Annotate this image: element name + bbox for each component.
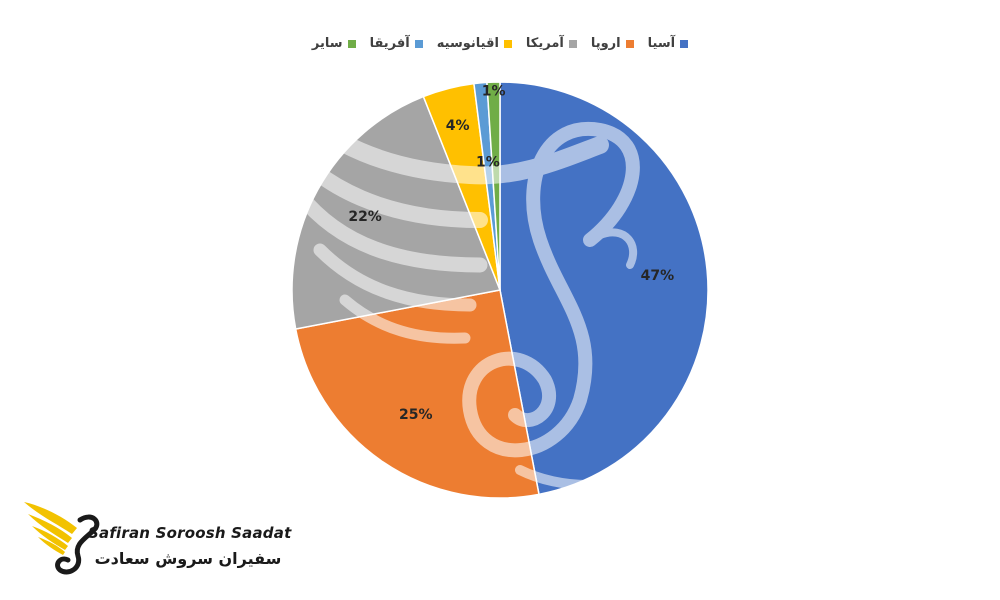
pie-value-label: 25% xyxy=(399,407,433,423)
legend-swatch xyxy=(503,39,512,48)
legend-label: آسیا xyxy=(647,36,676,51)
legend-item: اروپا xyxy=(591,36,634,51)
legend-item: آفریقا xyxy=(370,36,423,51)
legend-item: اقیانوسیه xyxy=(437,36,512,51)
logo: Safiran Soroosh Saadat سفیران سروش سعادت xyxy=(22,494,291,580)
legend-swatch xyxy=(680,39,689,48)
legend-label: آفریقا xyxy=(369,36,410,51)
legend-label: اقیانوسیه xyxy=(436,36,499,51)
logo-text-english: Safiran Soroosh Saadat xyxy=(88,524,292,542)
legend-item: آمریکا xyxy=(526,36,577,51)
legend-swatch xyxy=(568,39,577,48)
swan-wing-watermark xyxy=(256,61,645,490)
legend-label: آمریکا xyxy=(525,36,564,51)
pie-value-labels: 47% 25% 22% 4% 1% 1% xyxy=(348,83,675,423)
legend-label: سایر xyxy=(311,36,343,51)
pie-slice xyxy=(294,289,540,499)
logo-text-persian: سفیران سروش سعادت xyxy=(94,549,282,568)
pie-value-label: 1% xyxy=(476,155,500,171)
legend-item: سایر xyxy=(312,36,356,51)
swan-wing-logo-icon xyxy=(24,502,100,575)
pie-value-label: 47% xyxy=(641,268,675,284)
legend-swatch xyxy=(625,39,634,48)
legend-swatch xyxy=(414,39,423,48)
pie-value-label: 1% xyxy=(482,83,506,99)
pie-slice xyxy=(486,81,501,291)
legend-swatch xyxy=(347,39,356,48)
legend-item: آسیا xyxy=(647,36,689,51)
legend-label: اروپا xyxy=(590,36,621,51)
pie-value-label: 22% xyxy=(348,209,382,225)
chart-legend: آسیا اروپا آمریکا اقیانوسیه آفریقا سایر xyxy=(0,36,1000,51)
pie-value-label: 4% xyxy=(446,118,470,134)
